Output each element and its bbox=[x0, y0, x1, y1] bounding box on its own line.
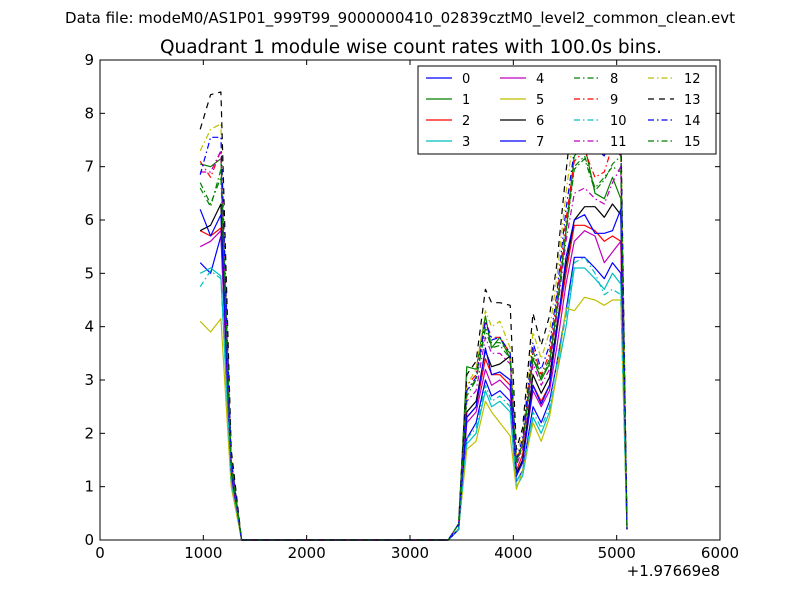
x-tick-label: 6000 bbox=[701, 544, 739, 562]
legend-label-1: 1 bbox=[462, 93, 470, 108]
legend-label-2: 2 bbox=[462, 114, 470, 129]
y-tick-label: 6 bbox=[84, 211, 94, 229]
y-tick-label: 7 bbox=[84, 158, 94, 176]
series-line-12 bbox=[199, 96, 628, 541]
y-tick-label: 5 bbox=[84, 264, 94, 282]
series-line-10 bbox=[199, 256, 628, 541]
legend-label-13: 13 bbox=[684, 93, 701, 108]
legend-label-11: 11 bbox=[610, 135, 627, 150]
x-tick-label: 4000 bbox=[494, 544, 532, 562]
x-tick-label: 3000 bbox=[391, 544, 429, 562]
x-tick-label: 1000 bbox=[184, 544, 222, 562]
legend-label-9: 9 bbox=[610, 93, 618, 108]
legend-label-7: 7 bbox=[536, 135, 544, 150]
y-tick-label: 4 bbox=[84, 318, 94, 336]
series-layer bbox=[199, 88, 628, 541]
legend-label-6: 6 bbox=[536, 114, 544, 129]
x-tick-label: 0 bbox=[95, 544, 105, 562]
y-tick-label: 3 bbox=[84, 371, 94, 389]
series-line-8 bbox=[199, 155, 628, 541]
y-tick-label: 2 bbox=[84, 424, 94, 442]
x-tick-label: 5000 bbox=[598, 544, 636, 562]
y-tick-label: 8 bbox=[84, 104, 94, 122]
legend-label-3: 3 bbox=[462, 135, 470, 150]
legend-label-5: 5 bbox=[536, 93, 544, 108]
chart-title: Quadrant 1 module wise count rates with … bbox=[159, 37, 663, 58]
legend-label-15: 15 bbox=[684, 135, 701, 150]
legend-box bbox=[417, 65, 717, 155]
x-axis-offset-label: +1.97669e8 bbox=[627, 562, 720, 580]
series-line-15 bbox=[199, 155, 628, 541]
legend-label-4: 4 bbox=[536, 72, 544, 87]
x-tick-label: 2000 bbox=[288, 544, 326, 562]
legend-label-10: 10 bbox=[610, 114, 627, 129]
y-tick-label: 0 bbox=[84, 531, 94, 549]
y-tick-label: 9 bbox=[84, 51, 94, 69]
legend-label-0: 0 bbox=[462, 72, 470, 87]
series-line-2 bbox=[199, 224, 628, 541]
y-tick-label: 1 bbox=[84, 478, 94, 496]
legend-label-14: 14 bbox=[684, 114, 701, 129]
figure-suptitle: Data file: modeM0/AS1P01_999T99_90000004… bbox=[65, 9, 735, 27]
series-line-13 bbox=[199, 88, 628, 541]
legend-label-12: 12 bbox=[684, 72, 701, 87]
legend-label-8: 8 bbox=[610, 72, 618, 87]
